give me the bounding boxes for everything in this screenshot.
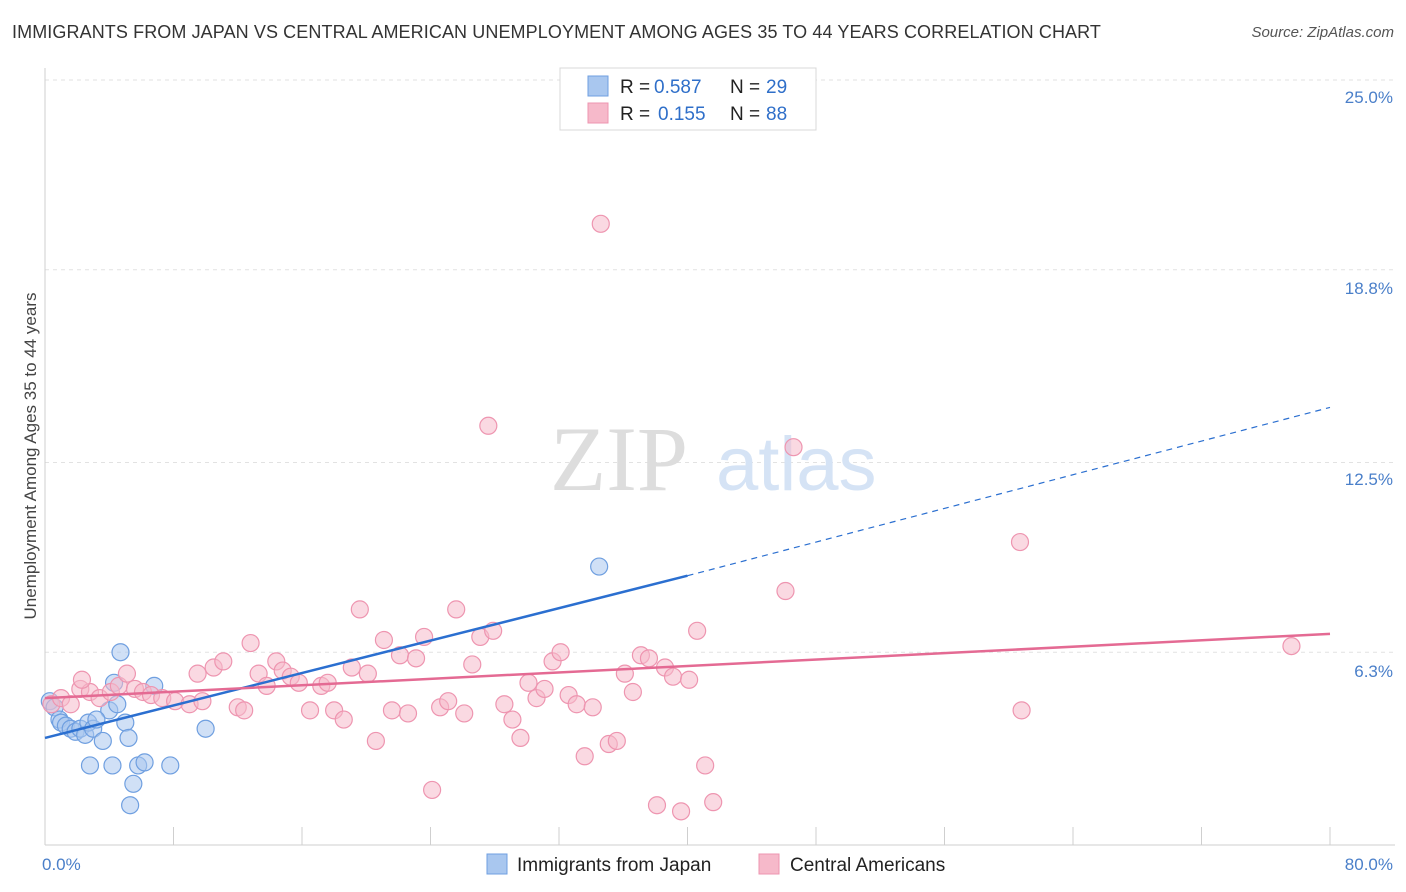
point-central-64 xyxy=(583,698,602,717)
point-central-55 xyxy=(511,728,530,748)
point-central-76 xyxy=(680,670,699,689)
point-central-48 xyxy=(455,704,474,723)
point-central-34 xyxy=(342,658,361,677)
point-central-21 xyxy=(235,701,254,720)
point-central-63 xyxy=(575,747,594,766)
point-central-9 xyxy=(117,664,137,683)
stats-legend-n-japan: 29 xyxy=(766,77,787,98)
point-central-60 xyxy=(551,643,570,662)
data-points xyxy=(40,214,1301,821)
point-central-49 xyxy=(463,655,482,674)
stats-legend-n-label-japan: N = xyxy=(730,77,760,98)
point-central-74 xyxy=(663,667,683,686)
point-japan-24 xyxy=(111,643,130,662)
stats-legend-r-label-japan: R = xyxy=(620,77,650,98)
point-japan-20 xyxy=(135,753,154,772)
point-central-46 xyxy=(439,692,458,711)
watermark-atlas: atlas xyxy=(716,422,877,507)
point-japan-22 xyxy=(124,774,143,793)
point-japan-28 xyxy=(590,557,609,576)
point-central-51 xyxy=(479,416,498,435)
trend-lines xyxy=(44,406,1331,740)
point-central-81 xyxy=(784,438,803,457)
stats-legend-swatch-japan xyxy=(587,75,609,97)
series-legend-swatch-central xyxy=(758,853,780,875)
point-central-42 xyxy=(406,649,426,668)
gridlines xyxy=(45,79,1395,653)
point-central-41 xyxy=(398,704,418,723)
stats-legend-swatch-central xyxy=(587,102,609,124)
chart-title: IMMIGRANTS FROM JAPAN VS CENTRAL AMERICA… xyxy=(12,22,1102,42)
point-central-79 xyxy=(704,793,723,812)
point-central-84 xyxy=(1282,636,1301,656)
y-tick-label-12-5: 12.5% xyxy=(1345,470,1393,489)
stats-legend-n-label-central: N = xyxy=(730,104,760,125)
point-central-82 xyxy=(1010,532,1030,552)
axes xyxy=(44,68,1395,846)
point-japan-17 xyxy=(103,756,122,775)
point-central-77 xyxy=(688,621,707,640)
stats-legend-r-label-central: R = xyxy=(620,104,650,125)
trend-line-japan-extension xyxy=(687,406,1331,577)
watermark-zip: ZIP xyxy=(550,408,688,510)
series-legend-label-japan: Immigrants from Japan xyxy=(517,855,711,876)
point-japan-11 xyxy=(80,756,100,775)
stats-legend-n-central: 88 xyxy=(766,104,787,125)
point-central-33 xyxy=(334,710,353,729)
point-central-69 xyxy=(623,682,642,702)
point-central-35 xyxy=(350,600,369,619)
point-japan-21 xyxy=(161,756,180,775)
point-central-78 xyxy=(696,756,715,775)
point-central-36 xyxy=(358,664,377,683)
point-central-22 xyxy=(241,633,260,653)
source-note: Source: ZipAtlas.com xyxy=(1251,24,1394,41)
point-japan-16 xyxy=(93,731,112,751)
stats-legend-r-central: 0.155 xyxy=(658,104,706,125)
series-legend: Immigrants from Japan Central Americans xyxy=(486,853,945,876)
point-central-65 xyxy=(591,214,610,233)
point-central-16 xyxy=(193,692,212,711)
point-central-17 xyxy=(188,664,207,683)
y-tick-label-6-3: 6.3% xyxy=(1354,662,1393,681)
point-central-44 xyxy=(423,780,442,800)
point-central-28 xyxy=(289,673,308,692)
point-central-80 xyxy=(776,581,795,601)
point-central-67 xyxy=(607,731,626,751)
point-central-5 xyxy=(72,670,92,689)
point-central-75 xyxy=(671,802,691,821)
y-tick-label-18-8: 18.8% xyxy=(1345,279,1393,298)
point-central-58 xyxy=(535,679,554,699)
point-central-39 xyxy=(382,701,402,720)
point-central-19 xyxy=(214,652,233,671)
point-central-71 xyxy=(639,649,659,668)
point-central-62 xyxy=(567,695,586,714)
trend-line-japan xyxy=(44,574,688,740)
y-axis-label: Unemployment Among Ages 35 to 44 years xyxy=(21,293,40,620)
point-central-37 xyxy=(366,731,385,751)
point-japan-23 xyxy=(121,796,140,815)
stats-legend-r-japan: 0.587 xyxy=(654,77,702,98)
series-legend-swatch-japan xyxy=(486,853,508,875)
trend-line-central xyxy=(44,632,1331,700)
stats-legend: R = 0.587 N = 29 R = 0.155 N = 88 xyxy=(559,67,817,131)
point-central-38 xyxy=(374,630,394,650)
point-central-56 xyxy=(519,673,538,692)
point-central-83 xyxy=(1012,701,1031,720)
point-central-53 xyxy=(495,695,514,714)
point-japan-27 xyxy=(196,719,215,738)
point-japan-18 xyxy=(119,728,138,748)
point-central-72 xyxy=(647,796,667,815)
series-legend-label-central: Central Americans xyxy=(790,855,945,876)
x-tick-label-min: 0.0% xyxy=(42,855,81,874)
point-central-54 xyxy=(503,710,522,729)
point-central-29 xyxy=(300,701,320,720)
x-tick-label-max: 80.0% xyxy=(1345,855,1393,874)
point-central-47 xyxy=(447,600,466,619)
y-tick-label-25-0: 25.0% xyxy=(1345,88,1393,107)
